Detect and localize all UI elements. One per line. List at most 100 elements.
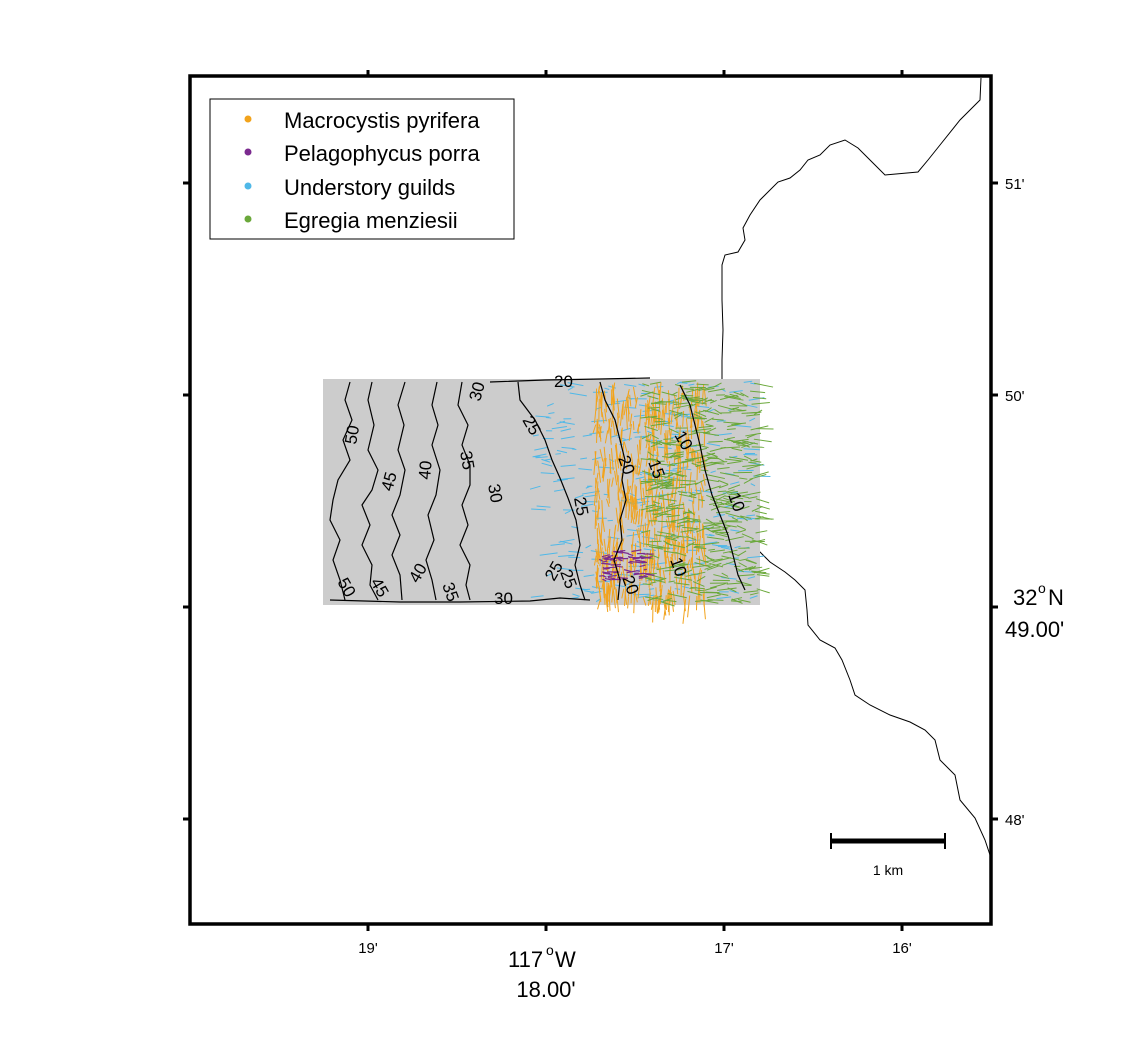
kelp-transect-mark [578,468,593,471]
kelp-transect-mark [739,558,748,562]
kelp-transect-mark [639,555,645,559]
kelp-transect-mark [593,451,597,476]
kelp-transect-mark [654,385,664,388]
kelp-transect-mark [627,583,631,597]
kelp-transect-mark [574,494,584,499]
kelp-transect-mark [663,601,667,620]
contour-label: 30 [494,589,513,608]
kelp-transect-mark [603,572,613,576]
kelp-transect-mark [624,406,637,409]
kelp-transect-mark [645,403,648,425]
kelp-transect-mark [663,438,674,440]
kelp-transect-mark [560,464,576,467]
kelp-transect-mark [669,553,674,563]
longitude-degrees: 117 [508,947,543,972]
kelp-transect-mark [755,498,770,504]
kelp-transect-mark [675,443,680,469]
kelp-transect-mark [674,414,682,420]
kelp-transect-mark [544,458,552,461]
kelp-transect-mark [670,591,675,612]
kelp-transect-mark [700,542,720,546]
contour-45 [361,381,379,601]
kelp-transect-mark [615,587,618,604]
kelp-transect-mark [660,463,676,467]
y-tick-label: 51' [1005,176,1025,193]
kelp-transect-mark [623,581,627,606]
kelp-transect-mark [631,465,636,490]
kelp-transect-mark [704,417,714,423]
kelp-transect-mark [599,428,602,442]
kelp-transect-mark [648,545,663,550]
kelp-transect-mark [667,502,676,506]
kelp-transect-mark [640,499,644,517]
longitude-hemisphere: W [555,947,576,972]
kelp-transect-mark [648,509,653,527]
kelp-transect-mark [715,533,728,538]
kelp-transect-mark [604,577,612,581]
kelp-transect-mark [740,442,750,448]
contour-bottom [329,597,591,603]
kelp-transect-mark [621,588,625,599]
kelp-transect-mark [743,455,752,460]
kelp-transect-mark [639,478,643,502]
kelp-transect-mark [601,579,605,590]
kelp-transect-mark [625,391,630,412]
kelp-transect-mark [671,535,682,540]
kelp-transect-mark [677,541,679,562]
kelp-transect-mark [729,590,740,594]
kelp-transect-mark [682,585,689,589]
kelp-transect-mark [686,437,690,451]
kelp-transect-mark [652,402,656,423]
kelp-transect-mark [635,510,639,525]
kelp-transect-mark [607,528,611,548]
kelp-transect-mark [701,452,715,458]
kelp-transect-mark [644,543,664,548]
kelp-transect-mark [642,487,646,505]
kelp-transect-mark [647,467,650,487]
kelp-transect-mark [652,560,656,583]
kelp-transect-mark [750,425,769,431]
kelp-transect-mark [620,496,623,514]
scale-bar: 1 km [830,833,946,878]
survey-area: 50 45 40 35 30 25 20 30 25 20 15 10 10 1… [323,372,774,624]
kelp-transect-mark [692,564,711,568]
kelp-transect-mark [651,483,670,489]
bathymetry-contours [329,377,746,603]
kelp-transect-mark [670,506,674,528]
kelp-transect-mark [642,583,652,586]
kelp-transect-mark [747,559,757,564]
kelp-transect-mark [636,458,639,475]
contour-label: 45 [378,470,401,493]
kelp-transect-mark [707,388,725,393]
kelp-transect-mark [636,444,640,466]
kelp-transect-mark [604,430,609,444]
contour-label: 40 [415,460,436,481]
kelp-transect-mark [673,411,683,417]
kelp-transect-mark [636,570,640,572]
contour-label: 50 [341,424,363,446]
kelp-transect-mark [719,472,740,477]
kelp-transect-mark [665,451,685,455]
kelp-transect-mark [731,447,743,452]
kelp-transect-mark [695,589,705,592]
kelp-transect-mark [599,547,603,567]
degree-symbol: o [1038,580,1046,596]
kelp-transect-mark [717,592,729,596]
kelp-transect-mark [708,548,715,551]
kelp-transect-mark [592,510,599,513]
kelp-transect-mark [656,441,675,446]
kelp-transect-mark [716,513,722,516]
kelp-transect-mark [597,539,600,561]
contour-40 [391,381,406,601]
kelp-transect-mark [728,551,740,557]
kelp-transect-mark [686,534,689,554]
kelp-transect-mark [666,599,677,603]
kelp-transect-mark [611,576,615,603]
kelp-transect-mark [548,412,555,415]
kelp-transect-mark [541,462,553,467]
kelp-transect-mark [694,480,698,495]
kelp-transect-mark [710,583,726,589]
kelp-transect-mark [725,536,744,542]
kelp-transect-mark [723,497,736,503]
kelp-transect-mark [687,509,695,516]
